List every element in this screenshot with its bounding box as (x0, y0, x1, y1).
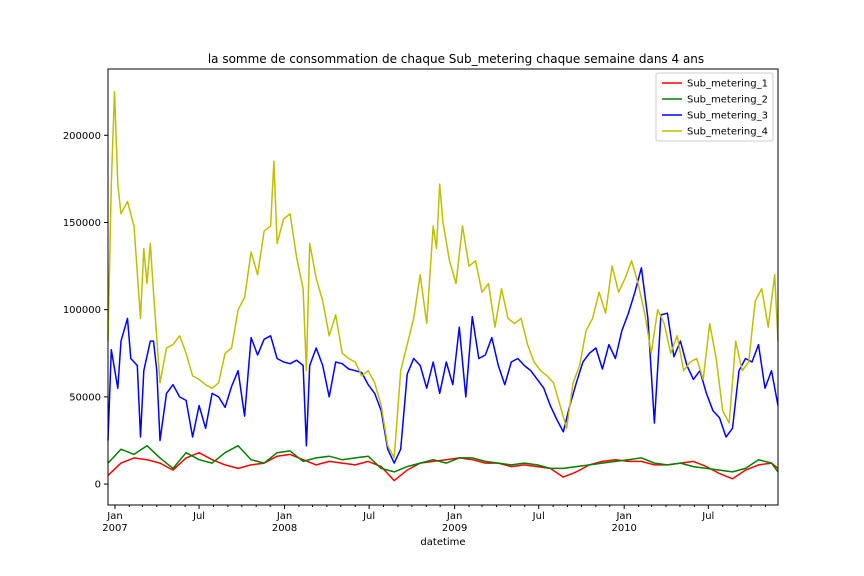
x-tick-label: Jul (192, 511, 205, 522)
y-tick-label: 150000 (63, 218, 101, 229)
y-tick-label: 50000 (69, 392, 101, 403)
x-tick-label: Jan (615, 511, 631, 522)
x-tick-label: Jan (446, 511, 462, 522)
x-tick-year-label: 2008 (272, 523, 297, 534)
plot-area (107, 90, 779, 482)
series-line-1 (107, 451, 779, 482)
legend: Sub_metering_1 Sub_metering_2 Sub_metering… (655, 72, 774, 142)
y-axis: 0 50000 100000 150000 200000 (63, 131, 108, 491)
legend-label: Sub_metering_4 (687, 127, 768, 138)
x-tick-label: Jul (532, 511, 545, 522)
legend-label: Sub_metering_2 (687, 95, 768, 106)
series-line-3 (107, 267, 779, 464)
y-tick-label: 0 (95, 480, 101, 491)
chart-title: la somme de consommation de chaque Sub_m… (208, 52, 704, 66)
x-tick-year-label: 2007 (102, 523, 127, 534)
legend-box (655, 72, 774, 142)
legend-label: Sub_metering_1 (687, 79, 768, 90)
series-line-4 (107, 90, 779, 459)
y-tick-label: 200000 (63, 131, 101, 142)
plot-frame (107, 68, 779, 506)
x-tick-year-label: 2010 (611, 523, 636, 534)
y-tick-label: 100000 (63, 305, 101, 316)
x-tick-label: Jan (106, 511, 122, 522)
x-axis-label: datetime (420, 537, 465, 548)
x-tick-label: Jul (362, 511, 375, 522)
series-line-2 (107, 444, 779, 473)
x-tick-label: Jul (701, 511, 714, 522)
x-tick-year-label: 2009 (442, 523, 467, 534)
x-tick-label: Jan (276, 511, 292, 522)
legend-label: Sub_metering_3 (687, 111, 768, 122)
